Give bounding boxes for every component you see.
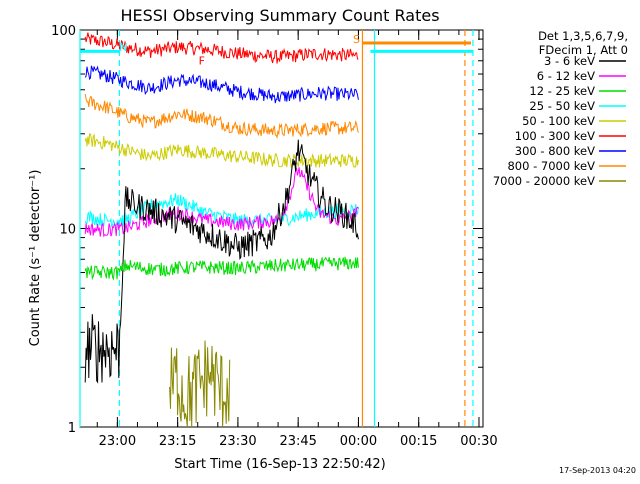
legend-header: Det 1,3,5,6,7,9, [538,29,628,43]
series-line [84,167,359,238]
series-line [84,32,359,64]
marker-label: F [199,55,205,68]
y-axis-label: Count Rate (s⁻¹ detector⁻¹) [28,170,43,347]
x-tick-label: 23:15 [159,434,196,449]
legend-label: 100 - 300 keV [515,129,595,143]
legend: Det 1,3,5,6,7,9,FDecim 1, Att 03 - 6 keV… [493,29,628,188]
legend-label: 6 - 12 keV [537,69,595,83]
marker-label: S [353,33,360,46]
x-tick-label: 23:30 [219,434,256,449]
legend-label: 25 - 50 keV [529,99,595,113]
legend-label: 7000 - 20000 keV [493,174,595,188]
legend-header: FDecim 1, Att 0 [539,43,628,57]
legend-label: 800 - 7000 keV [507,159,595,173]
series-line [84,139,359,384]
y-tick-label: 100 [51,24,76,39]
x-tick-label: 00:00 [340,434,377,449]
legend-label: 50 - 100 keV [522,114,595,128]
legend-label: 3 - 6 keV [544,54,595,68]
series-line [84,256,359,281]
x-axis-label: Start Time (16-Sep-13 22:50:42) [174,457,385,472]
y-tick-label: 1 [68,421,76,436]
series-line [84,94,359,139]
footer-timestamp: 17-Sep-2013 04:20 [559,466,636,475]
legend-label: 300 - 800 keV [515,144,595,158]
x-tick-label: 23:45 [279,434,316,449]
series-line [84,133,359,168]
x-tick-label: 00:15 [400,434,437,449]
legend-label: 12 - 25 keV [529,84,595,98]
y-tick-label: 10 [59,223,76,238]
x-tick-label: 23:00 [99,434,136,449]
marker-label: N [119,41,127,54]
plot-frame [79,29,484,428]
chart-title: HESSI Observing Summary Count Rates [120,6,439,25]
series-line [84,65,359,104]
series-line [169,340,231,428]
x-tick-label: 00:30 [460,434,497,449]
